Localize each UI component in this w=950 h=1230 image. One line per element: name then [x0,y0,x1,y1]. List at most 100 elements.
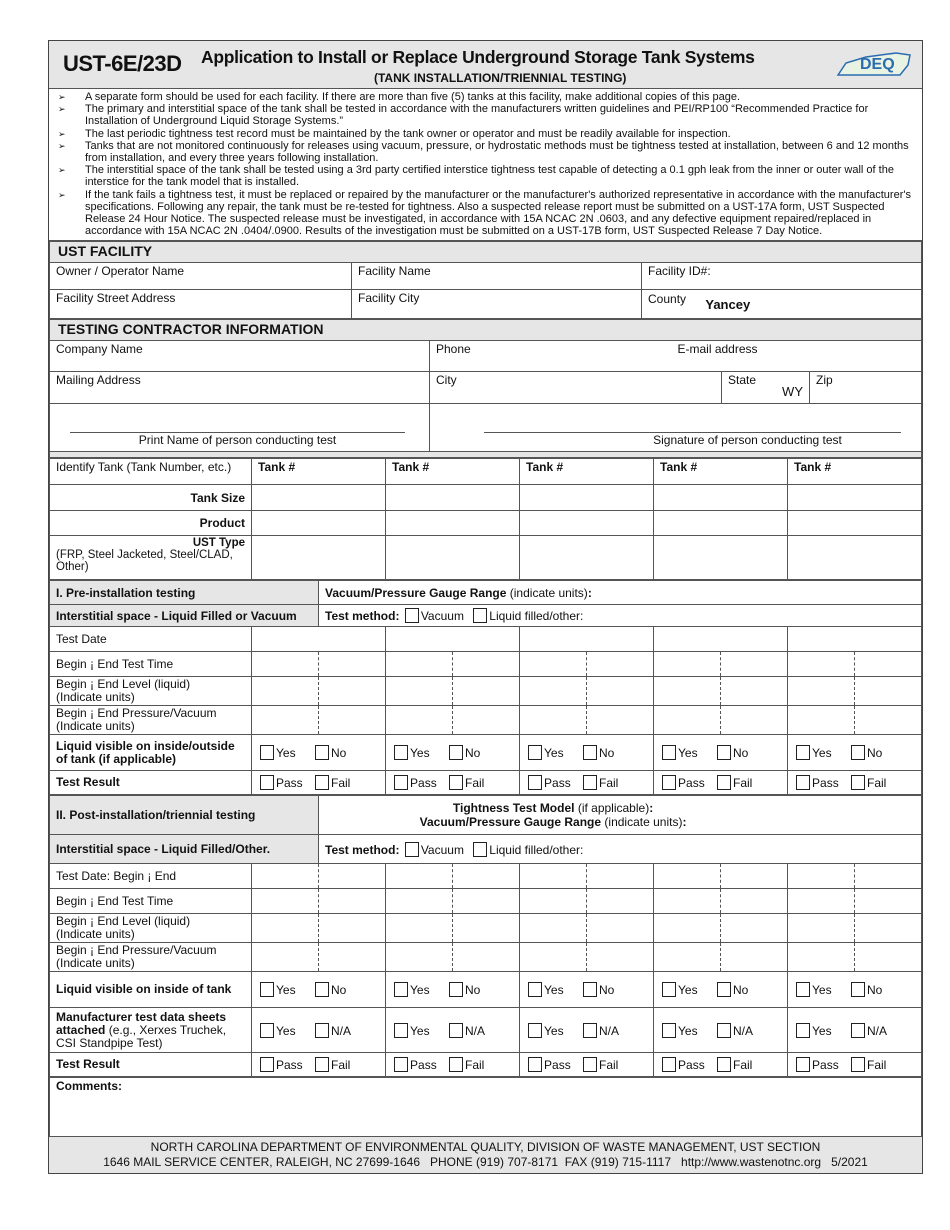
begin-input[interactable] [653,888,722,915]
tank-input[interactable] [787,626,923,653]
end-input[interactable] [854,863,923,890]
yes-checkbox[interactable] [394,1022,409,1038]
end-input[interactable] [586,705,655,736]
tank-number-field[interactable]: Tank # [787,458,922,486]
tank-input[interactable] [385,535,520,581]
end-input[interactable] [318,863,387,890]
begin-input[interactable] [519,942,588,973]
end-input[interactable] [854,913,923,944]
begin-input[interactable] [250,863,320,890]
begin-input[interactable] [653,913,722,944]
tank-input[interactable] [653,510,788,537]
pass-checkbox[interactable] [394,775,409,791]
begin-input[interactable] [787,888,856,915]
no-checkbox[interactable] [717,982,732,998]
vacuum-checkbox[interactable] [404,841,419,857]
begin-input[interactable] [787,863,856,890]
end-input[interactable] [586,913,655,944]
end-input[interactable] [720,863,789,890]
end-input[interactable] [720,913,789,944]
end-input[interactable] [720,942,789,973]
end-input[interactable] [854,942,923,973]
tank-input[interactable] [519,484,654,512]
end-input[interactable] [452,942,521,973]
begin-input[interactable] [519,705,588,736]
end-input[interactable] [452,705,521,736]
end-input[interactable] [318,651,387,678]
end-input[interactable] [586,942,655,973]
end-input[interactable] [854,676,923,707]
begin-input[interactable] [653,942,722,973]
fail-checkbox[interactable] [449,775,464,791]
tank-number-field[interactable]: Tank # [653,458,788,486]
begin-input[interactable] [787,942,856,973]
begin-input[interactable] [787,651,856,678]
end-input[interactable] [452,651,521,678]
begin-input[interactable] [250,913,320,944]
fail-checkbox[interactable] [315,775,329,791]
pass-checkbox[interactable] [394,1057,409,1073]
pass-checkbox[interactable] [662,775,677,791]
vacuum-checkbox[interactable] [404,608,419,624]
no-checkbox[interactable] [717,745,732,761]
end-input[interactable] [854,651,923,678]
tank-input[interactable] [787,484,922,512]
yes-checkbox[interactable] [394,982,409,998]
begin-input[interactable] [653,863,722,890]
tank-input[interactable] [385,484,520,512]
yes-checkbox[interactable] [796,1022,811,1038]
na-checkbox[interactable] [449,1022,464,1038]
tank-input[interactable] [251,535,386,581]
yes-checkbox[interactable] [528,982,543,998]
no-checkbox[interactable] [449,745,464,761]
tank-input[interactable] [653,535,788,581]
pass-checkbox[interactable] [528,775,543,791]
begin-input[interactable] [787,676,856,707]
contractor-city-field[interactable]: City [429,371,722,405]
yes-checkbox[interactable] [796,745,811,761]
state-field[interactable]: State WY [721,371,810,405]
begin-input[interactable] [519,888,588,915]
begin-input[interactable] [385,651,454,678]
tank-input[interactable] [653,484,788,512]
tank-input[interactable] [250,626,387,653]
pass-checkbox[interactable] [260,1057,274,1073]
yes-checkbox[interactable] [662,1022,677,1038]
email-field[interactable]: E-mail address [678,340,922,373]
begin-input[interactable] [653,651,722,678]
company-field[interactable]: Company Name [49,340,430,373]
end-input[interactable] [586,651,655,678]
begin-input[interactable] [250,942,320,973]
na-checkbox[interactable] [717,1022,732,1038]
yes-checkbox[interactable] [796,982,811,998]
pass-checkbox[interactable] [662,1057,677,1073]
begin-input[interactable] [250,651,320,678]
tank-input[interactable] [385,626,521,653]
no-checkbox[interactable] [315,982,329,998]
end-input[interactable] [720,888,789,915]
zip-field[interactable]: Zip [809,371,922,405]
yes-checkbox[interactable] [662,982,677,998]
end-input[interactable] [586,888,655,915]
yes-checkbox[interactable] [260,745,274,761]
begin-input[interactable] [653,676,722,707]
begin-input[interactable] [519,863,588,890]
pass-checkbox[interactable] [528,1057,543,1073]
begin-input[interactable] [250,888,320,915]
fail-checkbox[interactable] [717,775,732,791]
yes-checkbox[interactable] [260,1022,274,1038]
fail-checkbox[interactable] [315,1057,329,1073]
fail-checkbox[interactable] [851,1057,866,1073]
tank-number-field[interactable]: Tank # [251,458,386,486]
begin-input[interactable] [250,676,320,707]
begin-input[interactable] [519,651,588,678]
comments-field[interactable]: Comments: [49,1077,922,1138]
no-checkbox[interactable] [583,745,598,761]
begin-input[interactable] [385,913,454,944]
liquid-filled-checkbox[interactable] [473,608,488,624]
yes-checkbox[interactable] [662,745,677,761]
end-input[interactable] [452,676,521,707]
pass-checkbox[interactable] [260,775,274,791]
na-checkbox[interactable] [851,1022,866,1038]
tank-input[interactable] [251,484,386,512]
